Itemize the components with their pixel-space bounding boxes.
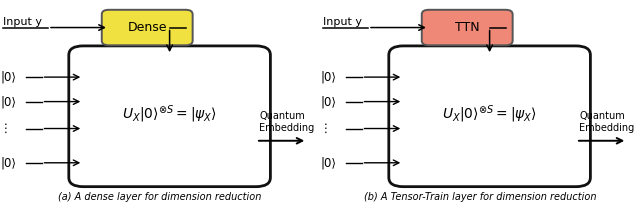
Text: (b) A Tensor-Train layer for dimension reduction: (b) A Tensor-Train layer for dimension r… (364, 192, 596, 202)
Text: TTN: TTN (455, 21, 479, 34)
Text: |0⟩: |0⟩ (0, 71, 16, 84)
Text: Dense: Dense (127, 21, 167, 34)
Text: |0⟩: |0⟩ (320, 71, 336, 84)
Text: Quantum
Embedding: Quantum Embedding (579, 111, 634, 133)
FancyBboxPatch shape (422, 10, 513, 45)
Text: |0⟩: |0⟩ (320, 95, 336, 108)
Text: |0⟩: |0⟩ (320, 156, 336, 169)
Text: Input y: Input y (3, 17, 42, 27)
Text: $U_X|0\rangle^{\otimes S} = |\psi_X\rangle$: $U_X|0\rangle^{\otimes S} = |\psi_X\rang… (442, 103, 537, 125)
Text: |0⟩: |0⟩ (0, 95, 16, 108)
Text: x: x (494, 30, 501, 43)
Text: x: x (174, 30, 181, 43)
Text: (a) A dense layer for dimension reduction: (a) A dense layer for dimension reductio… (58, 192, 262, 202)
Text: ⋮: ⋮ (0, 122, 12, 135)
FancyBboxPatch shape (102, 10, 193, 45)
Text: ⋮: ⋮ (320, 122, 332, 135)
Text: Quantum
Embedding: Quantum Embedding (259, 111, 314, 133)
Text: Input y: Input y (323, 17, 362, 27)
Text: |0⟩: |0⟩ (0, 156, 16, 169)
FancyBboxPatch shape (389, 46, 590, 187)
Text: $U_X|0\rangle^{\otimes S} = |\psi_X\rangle$: $U_X|0\rangle^{\otimes S} = |\psi_X\rang… (122, 103, 217, 125)
FancyBboxPatch shape (69, 46, 270, 187)
